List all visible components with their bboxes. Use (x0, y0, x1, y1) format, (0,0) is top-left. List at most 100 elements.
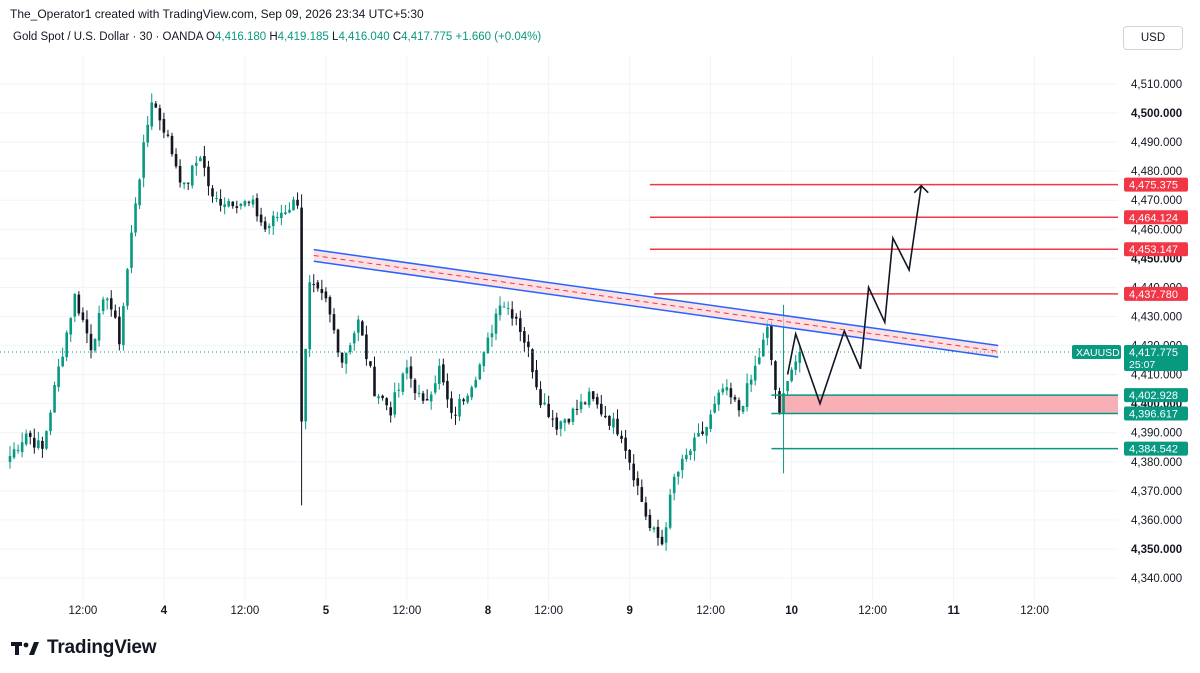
candle-body (276, 216, 279, 218)
candle-body (632, 463, 635, 481)
low-label: L (332, 31, 339, 43)
candle-body (591, 391, 595, 400)
tradingview-logo-icon (11, 642, 39, 655)
candle-body (365, 334, 368, 360)
price-tick-label: 4,480.000 (1131, 166, 1182, 178)
chart-drawings (0, 183, 1118, 450)
support-price-label: 4,384.542 (1129, 444, 1178, 456)
candle-body (454, 414, 457, 416)
candle-body (255, 198, 259, 217)
candle-body (600, 403, 603, 415)
candle-body (344, 352, 348, 364)
candle-body (527, 341, 530, 348)
support-price-label: 4,402.928 (1129, 390, 1178, 402)
candle-body (49, 412, 52, 432)
chart-zones (779, 395, 1118, 414)
resistance-price-label-bg (1124, 210, 1188, 225)
candle-body (547, 403, 550, 417)
candle-body (745, 383, 749, 407)
candle-body (259, 214, 263, 223)
candle-body (267, 225, 271, 229)
candle-body (737, 400, 741, 411)
time-tick-label: 12:00 (1020, 605, 1049, 617)
candle-body (523, 331, 526, 343)
candle-body (37, 440, 40, 449)
candle-body (288, 209, 291, 213)
candle-body (482, 352, 486, 367)
time-axis: 12:00 4 12:00 5 12:00 8 12:00 9 12:00 10 12:00 11 12… (69, 605, 1050, 617)
candle-body (766, 326, 769, 339)
candle-body (442, 364, 445, 383)
candle-body (462, 399, 465, 402)
projection-arrow-head (913, 184, 929, 194)
channel-lower-line (313, 260, 999, 358)
price-labels: 4,475.375 4,464.124 4,453.147 4,437.780 4,40… (1072, 177, 1188, 456)
candle-body (150, 102, 154, 127)
resistance-price-label: 4,464.124 (1129, 212, 1178, 224)
channel-upper-line (313, 248, 999, 347)
candle-body (316, 282, 320, 289)
candle-body (421, 393, 425, 401)
candle-body (352, 333, 356, 344)
candle-body (563, 419, 567, 423)
candle-body (551, 418, 554, 420)
price-tick-label: 4,350.000 (1131, 544, 1182, 556)
candle-body (348, 345, 352, 353)
time-tick-label: 12:00 (231, 605, 260, 617)
candle-body (608, 415, 611, 426)
candle-body (705, 426, 708, 436)
symbol-tag: XAUUSD (1076, 347, 1120, 359)
time-tick-label: 5 (323, 605, 330, 617)
currency-button[interactable]: USD (1123, 26, 1183, 50)
candle-body (247, 201, 251, 203)
price-tick-label: 4,500.000 (1131, 108, 1182, 120)
support-price-label-bg (1124, 388, 1188, 403)
candle-body (470, 387, 473, 398)
brand-name: TradingView (47, 637, 157, 658)
candle-body (498, 305, 502, 316)
candle-body (697, 432, 700, 437)
candle-body (61, 356, 64, 367)
candle-body (729, 388, 733, 398)
time-tick-label: 12:00 (858, 605, 887, 617)
candle-body (685, 454, 688, 460)
candle-body (397, 389, 401, 391)
candle-body (571, 408, 575, 422)
candle-body (57, 366, 60, 387)
candle-body (280, 212, 283, 219)
candle-body (223, 204, 226, 208)
candle-body (782, 393, 785, 414)
candle-body (757, 357, 761, 364)
candle-body (308, 282, 311, 350)
candle-body (555, 417, 559, 430)
candle-body (709, 414, 712, 430)
candle-body (640, 487, 644, 502)
candle-body (122, 306, 125, 345)
candle-body (433, 383, 437, 393)
tradingview-logo[interactable]: TradingView (11, 637, 157, 659)
candle-body (114, 310, 117, 318)
candle-body (328, 297, 332, 315)
time-tick-label: 9 (626, 605, 632, 617)
candle-body (377, 396, 380, 399)
resistance-price-label-bg (1124, 177, 1188, 192)
candle-body (207, 166, 210, 187)
candle-body (296, 199, 299, 206)
candle-body (620, 435, 623, 439)
price-tick-label: 4,490.000 (1131, 137, 1182, 149)
candle-body (24, 433, 28, 445)
time-tick-label: 12:00 (534, 605, 563, 617)
candle-body (300, 207, 303, 422)
candle-body (33, 437, 36, 448)
candle-body (693, 437, 696, 452)
candle-body (413, 379, 417, 394)
candle-body (604, 415, 607, 418)
candle-body (425, 398, 429, 401)
candle-body (385, 398, 388, 406)
candle-body (579, 401, 583, 410)
candle-body (786, 381, 789, 392)
candle-body (567, 418, 571, 423)
candle-body (89, 333, 93, 351)
symbol-title[interactable]: Gold Spot / U.S. Dollar · 30 · OANDA (13, 31, 203, 43)
